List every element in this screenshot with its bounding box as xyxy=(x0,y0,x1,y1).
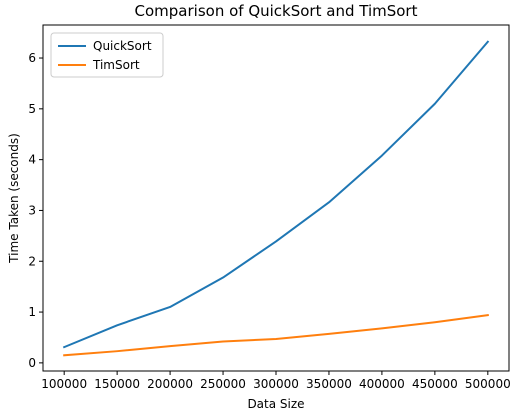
series-lines xyxy=(62,40,490,357)
x-tick-label: 350000 xyxy=(306,377,352,391)
chart-title: Comparison of QuickSort and TimSort xyxy=(135,2,418,20)
x-tick-label: 450000 xyxy=(412,377,458,391)
x-tick-label: 300000 xyxy=(253,377,299,391)
x-tick-label: 400000 xyxy=(359,377,405,391)
y-tick-label: 4 xyxy=(28,153,36,167)
legend-label-timsort: TimSort xyxy=(92,58,140,72)
x-tick-label: 200000 xyxy=(147,377,193,391)
x-axis-label: Data Size xyxy=(247,397,304,411)
y-axis: 0 1 2 3 4 5 6 xyxy=(28,51,43,370)
y-tick-label: 3 xyxy=(28,203,36,217)
legend-label-quicksort: QuickSort xyxy=(93,39,152,53)
x-tick-label: 250000 xyxy=(200,377,246,391)
y-tick-label: 5 xyxy=(28,102,36,116)
x-tick-label: 500000 xyxy=(465,377,511,391)
y-axis-label: Time Taken (seconds) xyxy=(7,133,21,264)
y-tick-label: 0 xyxy=(28,356,36,370)
series-line-quicksort xyxy=(62,40,490,349)
legend: QuickSort TimSort xyxy=(50,32,164,78)
series-line-timsort xyxy=(63,313,489,357)
x-tick-label: 150000 xyxy=(94,377,140,391)
y-tick-label: 2 xyxy=(28,254,36,268)
x-tick-label: 100000 xyxy=(41,377,87,391)
y-tick-label: 1 xyxy=(28,305,36,319)
x-axis: 100000 150000 200000 250000 300000 350000 4000… xyxy=(41,371,511,391)
y-tick-label: 6 xyxy=(28,51,36,65)
